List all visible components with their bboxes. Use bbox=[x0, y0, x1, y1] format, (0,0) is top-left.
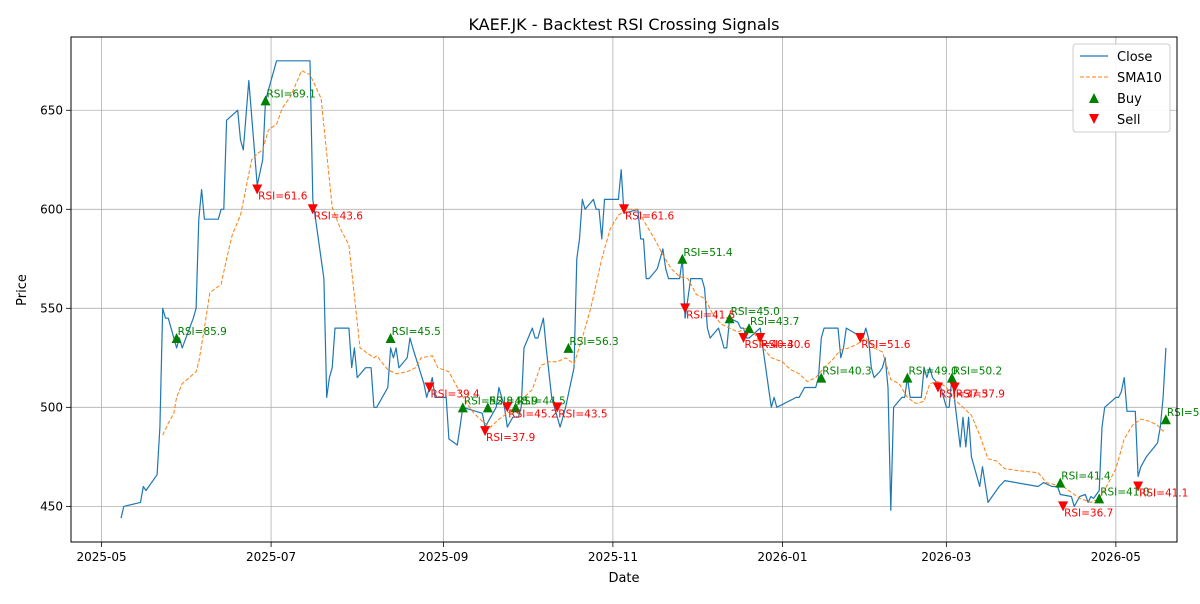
buy-label: RSI=49.0 bbox=[908, 366, 957, 378]
x-tick-label: 2026-01 bbox=[757, 550, 807, 564]
sell-marker bbox=[933, 382, 944, 393]
x-tick-label: 2025-05 bbox=[76, 550, 126, 564]
sell-label: RSI=37.9 bbox=[486, 432, 535, 444]
legend-sma-label: SMA10 bbox=[1117, 71, 1162, 86]
buy-label: RSI=41.4 bbox=[1061, 471, 1111, 483]
sell-label: RSI=40.3 bbox=[744, 339, 793, 351]
sell-label: RSI=39.4 bbox=[430, 389, 480, 401]
buy-label: RSI=69.1 bbox=[267, 88, 316, 100]
chart-title: KAEF.JK - Backtest RSI Crossing Signals bbox=[468, 15, 779, 34]
buy-marker bbox=[482, 402, 493, 413]
marker-layer: RSI=85.9 RSI=69.1 RSI=45.5 RSI=52.8RSI=48.9… bbox=[171, 88, 1200, 519]
buy-marker bbox=[1094, 493, 1105, 504]
y-tick-label: 600 bbox=[40, 202, 63, 216]
sell-label: RSI=37.9 bbox=[956, 389, 1005, 401]
y-tick-label: 550 bbox=[40, 301, 63, 315]
sell-label: RSI=43.5 bbox=[558, 408, 607, 420]
sell-label: RSI=61.6 bbox=[625, 210, 675, 222]
buy-label: RSI=40.3 bbox=[822, 366, 871, 378]
buy-label: RSI=48.9 bbox=[489, 395, 538, 407]
buy-marker bbox=[457, 402, 468, 413]
sell-marker bbox=[949, 382, 960, 393]
sell-label: RSI=40.6 bbox=[761, 339, 811, 351]
sell-label: RSI=37.5 bbox=[939, 389, 988, 401]
sell-label: RSI=51.6 bbox=[861, 339, 911, 351]
x-tick-label: 2026-03 bbox=[921, 550, 971, 564]
buy-marker bbox=[385, 333, 396, 344]
buy-label: RSI=51.4 bbox=[683, 247, 733, 259]
legend-sell-label: Sell bbox=[1117, 113, 1140, 128]
buy-label: RSI=56.3 bbox=[569, 336, 618, 348]
buy-marker bbox=[816, 372, 827, 383]
buy-marker bbox=[563, 342, 574, 353]
legend-close-label: Close bbox=[1117, 50, 1152, 65]
axis-layer: 2025-05 2025-07 2025-09 2025-11 2026-01 2026-… bbox=[40, 103, 1141, 564]
sell-label: RSI=45.2 bbox=[508, 408, 557, 420]
sma10-line bbox=[162, 70, 1167, 503]
buy-marker bbox=[744, 323, 755, 334]
buy-label: RSI=43.7 bbox=[750, 316, 799, 328]
x-tick-label: 2026-05 bbox=[1091, 550, 1141, 564]
y-axis-label: Price bbox=[15, 274, 30, 306]
plot-frame bbox=[70, 36, 1178, 543]
sell-marker bbox=[502, 402, 513, 413]
buy-label: RSI=45.5 bbox=[392, 326, 441, 338]
buy-marker bbox=[1160, 414, 1171, 425]
y-tick-label: 650 bbox=[40, 103, 63, 117]
x-tick-label: 2025-09 bbox=[418, 550, 468, 564]
buy-label: RSI=85.9 bbox=[178, 326, 227, 338]
sell-marker bbox=[480, 426, 491, 437]
close-line bbox=[120, 60, 1167, 519]
buy-label: RSI=56.0 bbox=[1167, 407, 1200, 419]
x-axis-label: Date bbox=[608, 571, 639, 586]
legend-box bbox=[1072, 43, 1171, 133]
sell-marker bbox=[738, 333, 749, 344]
legend-sell-marker bbox=[1089, 114, 1099, 124]
sell-marker bbox=[680, 303, 691, 314]
sell-marker bbox=[252, 184, 263, 195]
grid-layer bbox=[71, 37, 1177, 542]
buy-marker bbox=[946, 372, 957, 383]
buy-marker bbox=[677, 253, 688, 264]
x-tick-label: 2025-11 bbox=[588, 550, 638, 564]
sell-marker bbox=[855, 333, 866, 344]
sell-marker bbox=[619, 204, 629, 215]
buy-label: RSI=50.2 bbox=[953, 366, 1002, 378]
buy-marker bbox=[171, 333, 182, 344]
sell-marker bbox=[1058, 501, 1069, 512]
sell-marker bbox=[552, 402, 563, 413]
buy-label: RSI=45.0 bbox=[731, 306, 780, 318]
x-tick-label: 2025-07 bbox=[246, 550, 296, 564]
sell-label: RSI=43.6 bbox=[314, 210, 364, 222]
buy-marker bbox=[902, 372, 913, 383]
buy-marker bbox=[260, 95, 271, 106]
sell-label: RSI=41.1 bbox=[1139, 488, 1188, 500]
sell-marker bbox=[755, 333, 766, 344]
sell-marker bbox=[307, 204, 318, 215]
sell-marker bbox=[424, 382, 435, 393]
buy-marker bbox=[724, 313, 735, 324]
buy-marker bbox=[1055, 477, 1066, 488]
series-layer bbox=[120, 60, 1167, 519]
sell-marker bbox=[1133, 481, 1144, 492]
legend-buy-marker bbox=[1089, 93, 1099, 103]
legend-buy-label: Buy bbox=[1117, 92, 1142, 107]
y-tick-label: 450 bbox=[40, 499, 63, 513]
sell-label: RSI=41.5 bbox=[686, 309, 735, 321]
buy-marker bbox=[510, 402, 521, 413]
buy-label: RSI=52.8 bbox=[464, 395, 513, 407]
sell-label: RSI=36.7 bbox=[1064, 507, 1113, 519]
legend: Close SMA10 Buy Sell bbox=[1072, 43, 1171, 133]
sell-label: RSI=61.6 bbox=[258, 190, 308, 202]
y-tick-label: 500 bbox=[40, 400, 63, 414]
